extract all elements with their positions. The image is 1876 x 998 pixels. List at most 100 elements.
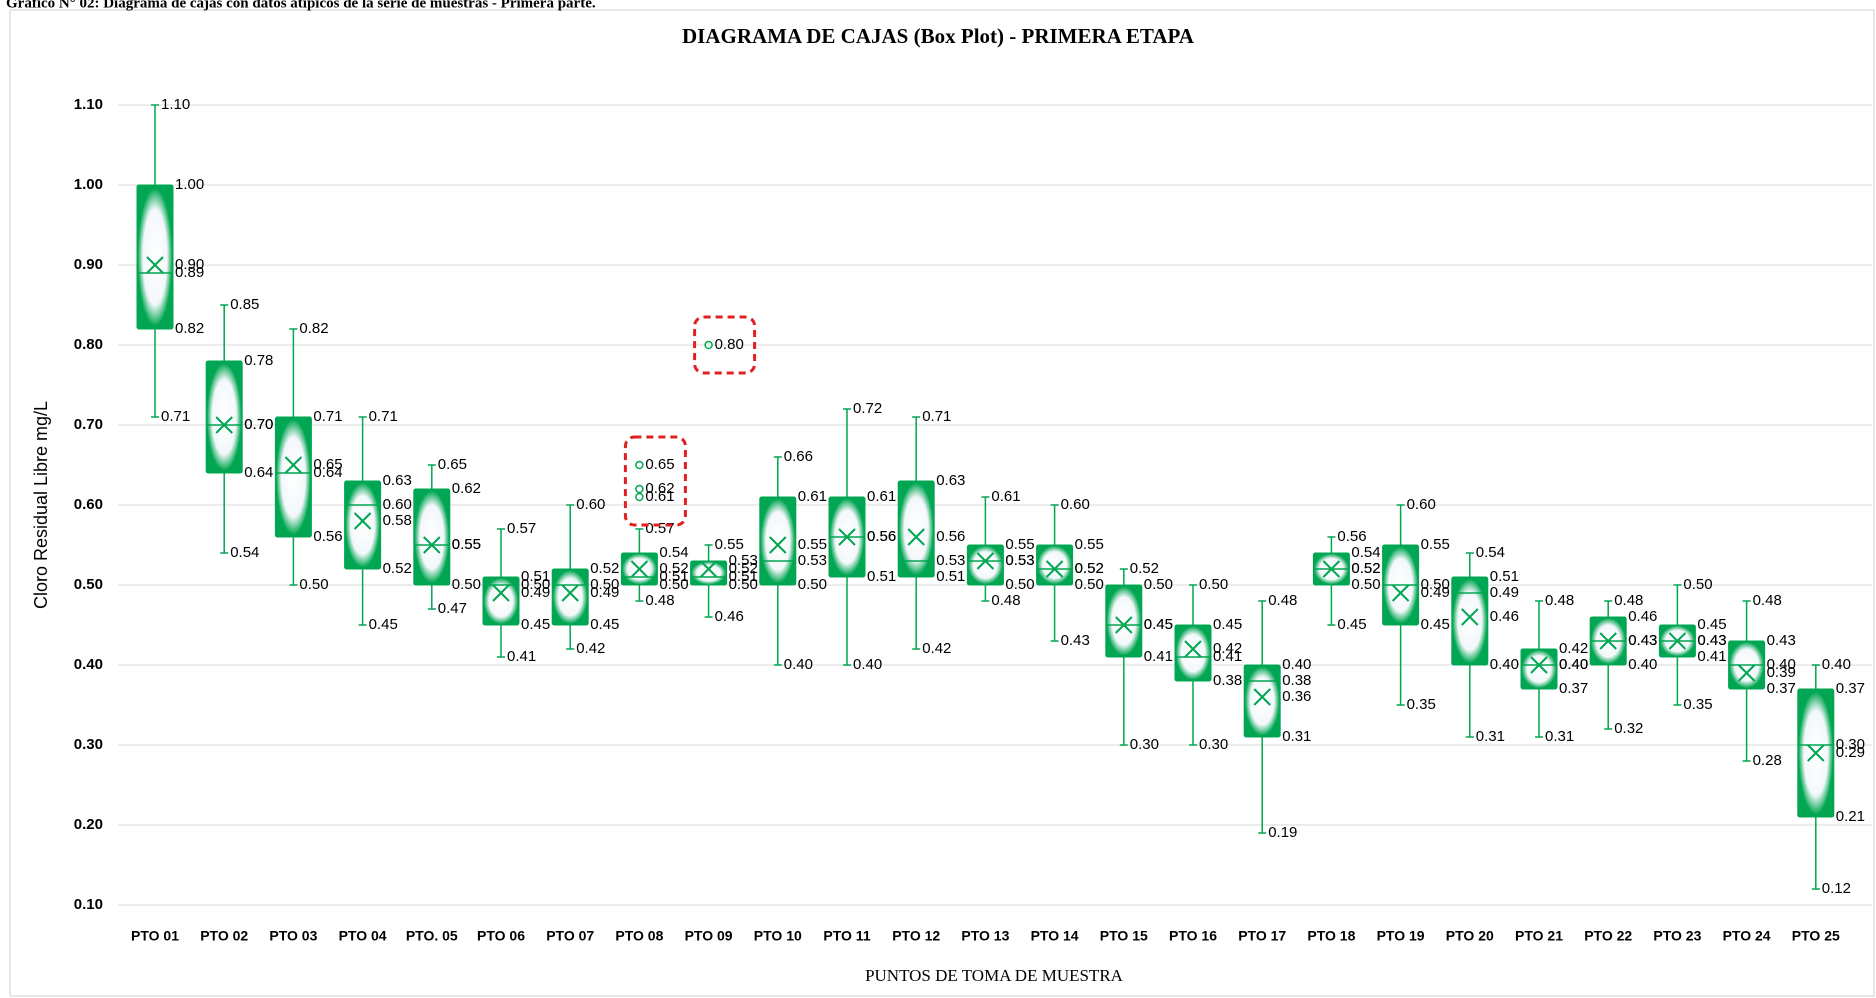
outlier-label: 0.65 [645,456,674,473]
data-label: 0.50 [299,576,328,593]
mean-marker [215,416,233,434]
data-label: 0.50 [590,576,619,593]
data-label: 0.30 [1836,736,1865,753]
x-tick-label: PTO 08 [615,928,663,944]
data-label: 0.49 [590,584,619,601]
data-label: 0.35 [1407,696,1436,713]
data-label: 0.60 [1061,496,1090,513]
data-label: 0.50 [1351,576,1380,593]
data-label: 0.50 [521,576,550,593]
data-label: 0.36 [1282,688,1311,705]
data-label: 0.31 [1476,728,1505,745]
data-label: 0.50 [452,576,481,593]
data-label: 0.43 [1697,632,1726,649]
data-label: 0.63 [383,472,412,489]
data-label: 0.63 [936,472,965,489]
data-label: 0.50 [798,576,827,593]
data-label: 0.65 [438,456,467,473]
data-label: 0.56 [313,528,342,545]
data-label: 0.30 [1130,736,1159,753]
y-tick-label: 1.10 [74,96,103,113]
data-label: 0.47 [438,600,467,617]
x-tick-label: PTO 21 [1515,928,1563,944]
data-label: 0.52 [1075,560,1104,577]
data-label: 0.45 [1144,616,1173,633]
data-label: 0.41 [1213,648,1242,665]
x-tick-label: PTO 22 [1584,928,1632,944]
data-label: 0.51 [936,568,965,585]
data-label: 0.50 [1421,576,1450,593]
box [482,576,520,626]
data-label: 0.54 [659,544,688,561]
data-label: 0.62 [452,480,481,497]
x-tick-label: PTO 24 [1723,928,1771,944]
data-label: 0.40 [1559,656,1588,673]
data-label: 0.46 [715,608,744,625]
x-tick-label: PTO 13 [961,928,1009,944]
data-label: 0.51 [867,568,896,585]
data-label: 0.56 [867,528,896,545]
data-label: 0.52 [729,560,758,577]
mean-marker [492,584,510,602]
data-label: 0.41 [1144,648,1173,665]
data-label: 0.42 [576,640,605,657]
outlier-highlight [623,435,687,527]
data-label: 0.43 [1061,632,1090,649]
x-tick-label: PTO 09 [685,928,733,944]
data-label: 0.70 [244,416,273,433]
mean-marker [907,528,925,546]
x-tick-label: PTO 17 [1238,928,1286,944]
data-label: 0.45 [1697,616,1726,633]
data-label: 0.64 [313,464,342,481]
data-label: 0.55 [1421,536,1450,553]
data-label: 0.45 [1337,616,1366,633]
data-label: 0.40 [1282,656,1311,673]
outlier-label: 0.80 [715,336,744,353]
data-label: 0.38 [1282,672,1311,689]
data-label: 0.50 [729,576,758,593]
data-label: 0.82 [175,320,204,337]
data-label: 0.45 [1421,616,1450,633]
data-label: 0.32 [1614,720,1643,737]
y-tick-label: 0.80 [74,336,103,353]
data-label: 0.37 [1767,680,1796,697]
data-label: 0.70 [244,416,273,433]
data-label: 0.52 [590,560,619,577]
x-tick-label: PTO 25 [1792,928,1840,944]
data-label: 0.45 [1213,616,1242,633]
data-label: 0.71 [313,408,342,425]
box [1451,576,1489,666]
mean-marker [1045,560,1064,578]
y-tick-label: 0.10 [74,896,103,913]
mean-marker [353,512,372,530]
x-tick-label: PTO 06 [477,928,525,944]
mean-marker [769,536,787,554]
data-label: 0.48 [991,592,1020,609]
data-label: 0.56 [867,528,896,545]
data-label: 0.50 [1005,576,1034,593]
box [690,560,728,586]
data-label: 0.53 [1005,552,1034,569]
mean-marker [1115,616,1133,634]
box [136,184,174,330]
data-label: 0.61 [991,488,1020,505]
data-label: 0.48 [1614,592,1643,609]
outlier-label: 0.61 [645,488,674,505]
caption: Gráfico N° 02: Diagrama de cajas con dat… [6,0,596,11]
data-label: 0.30 [1199,736,1228,753]
outlier-highlight [693,315,757,375]
data-label: 0.12 [1822,880,1851,897]
mean-marker [1530,656,1548,674]
data-label: 0.21 [1836,808,1865,825]
data-label: 0.45 [590,616,619,633]
data-label: 0.50 [1199,576,1228,593]
mean-marker [1599,632,1617,650]
data-label: 0.28 [1753,752,1782,769]
chart-frame [9,9,1875,997]
data-label: 0.19 [1268,824,1297,841]
x-tick-label: PTO 14 [1031,928,1079,944]
mean-marker [1391,584,1410,602]
data-label: 0.45 [369,616,398,633]
data-label: 0.40 [784,656,813,673]
